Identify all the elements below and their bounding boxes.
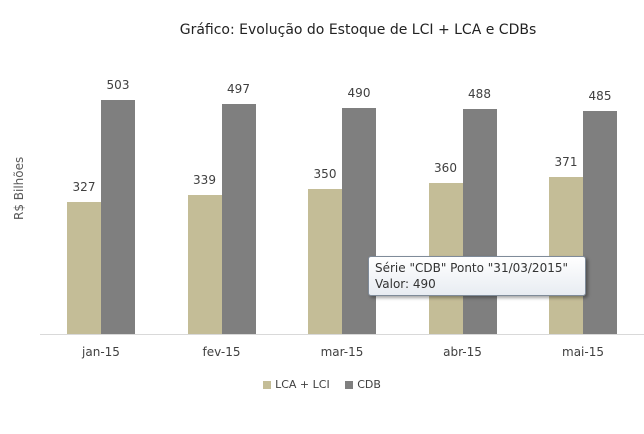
tooltip-value: Valor: 490 bbox=[375, 277, 436, 291]
bar-lca-lci-jan-15[interactable] bbox=[67, 202, 101, 334]
tooltip-series-point: Série "CDB" Ponto "31/03/2015" bbox=[375, 261, 568, 275]
data-label: 371 bbox=[554, 154, 578, 169]
chart-title: Gráfico: Evolução do Estoque de LCI + LC… bbox=[179, 22, 537, 38]
legend-swatch bbox=[263, 380, 272, 389]
bar-cdb-fev-15[interactable] bbox=[221, 103, 256, 334]
legend-item-cdb[interactable]: CDB bbox=[345, 378, 381, 391]
x-tick-label: mai-15 bbox=[562, 345, 604, 359]
x-axis-line bbox=[40, 334, 644, 335]
legend-label: LCA + LCI bbox=[275, 378, 330, 391]
bar-lca-lci-mar-15[interactable] bbox=[308, 189, 342, 334]
legend-label: CDB bbox=[357, 378, 381, 391]
data-label: 503 bbox=[106, 78, 130, 93]
data-label: 360 bbox=[434, 161, 457, 176]
data-label: 490 bbox=[347, 85, 371, 100]
bar-cdb-mar-15[interactable] bbox=[342, 107, 376, 334]
bar-cdb-mai-15[interactable] bbox=[583, 110, 617, 334]
legend-swatch bbox=[345, 380, 354, 389]
data-label: 488 bbox=[468, 86, 491, 101]
legend: LCA + LCI CDB bbox=[0, 378, 644, 392]
bar-lca-lci-fev-15[interactable] bbox=[187, 195, 222, 334]
bar-lca-lci-mai-15[interactable] bbox=[549, 176, 583, 334]
data-label: 327 bbox=[72, 180, 96, 195]
data-label: 485 bbox=[588, 88, 612, 103]
x-tick-label: jan-15 bbox=[82, 345, 120, 359]
data-label: 339 bbox=[193, 173, 216, 188]
data-label: 350 bbox=[313, 167, 337, 181]
x-tick-label: abr-15 bbox=[443, 345, 482, 359]
data-label: 497 bbox=[227, 81, 250, 96]
x-tick-label: fev-15 bbox=[202, 345, 241, 359]
bar-cdb-jan-15[interactable] bbox=[101, 100, 135, 334]
y-axis-label: R$ Bilhões bbox=[12, 156, 26, 220]
bar-cdb-abr-15[interactable] bbox=[462, 108, 497, 334]
x-tick-label: mar-15 bbox=[320, 345, 364, 359]
legend-item-lca-lci[interactable]: LCA + LCI bbox=[263, 378, 330, 391]
tooltip: Série "CDB" Ponto "31/03/2015" Valor: 49… bbox=[368, 256, 586, 296]
